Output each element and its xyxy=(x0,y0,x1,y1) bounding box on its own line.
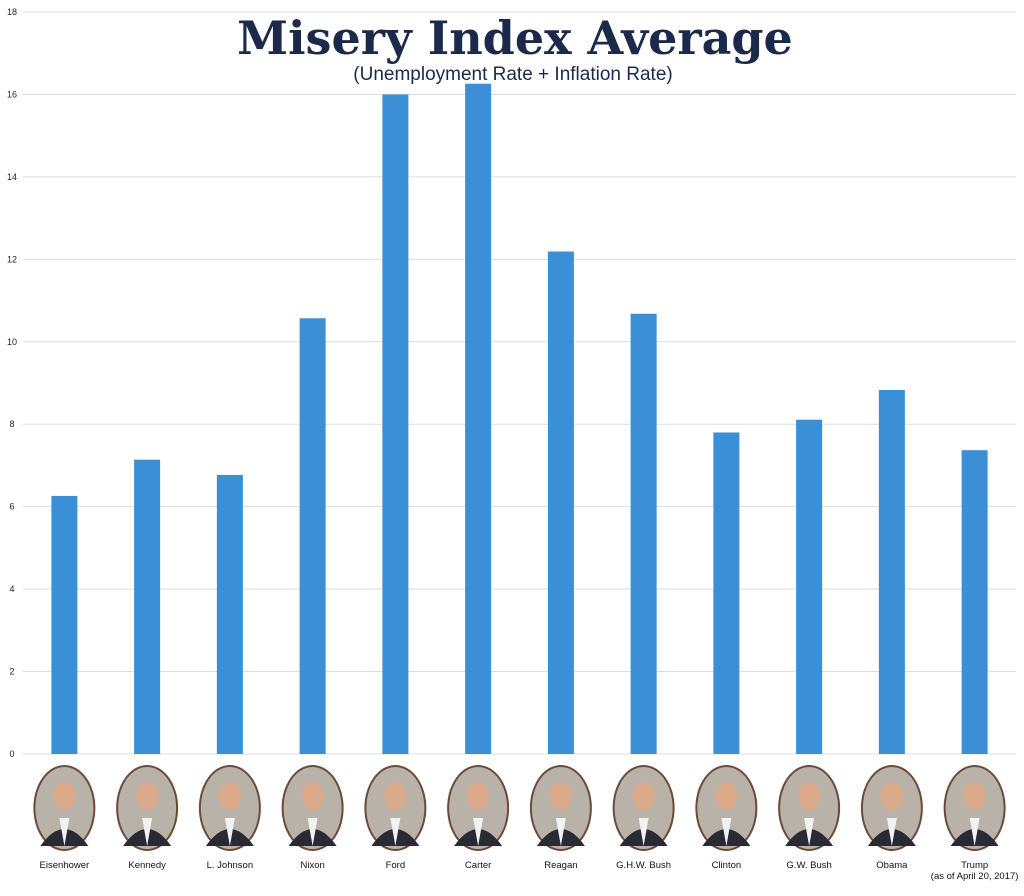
y-tick-label: 12 xyxy=(7,254,17,264)
portrait-icon xyxy=(281,765,344,851)
y-tick-label: 14 xyxy=(7,172,17,182)
x-tick-label: G.H.W. Bush xyxy=(616,860,671,871)
chart-subtitle: (Unemployment Rate + Inflation Rate) xyxy=(353,64,672,85)
portrait-icon xyxy=(33,765,96,851)
x-tick-label: Obama xyxy=(876,860,908,871)
portrait-icon xyxy=(116,765,179,851)
x-tick-note: (as of April 20, 2017) xyxy=(931,871,1019,882)
y-tick-label: 2 xyxy=(9,667,14,677)
x-tick-label: Reagan xyxy=(544,860,577,871)
bar xyxy=(299,318,326,754)
bar xyxy=(547,251,574,755)
y-tick-label: 10 xyxy=(7,337,17,347)
bar xyxy=(134,459,161,754)
portrait-icon xyxy=(612,765,675,851)
bar xyxy=(878,390,905,754)
bar xyxy=(216,474,243,754)
portrait-icon xyxy=(364,765,427,851)
bar xyxy=(796,419,823,754)
portrait-icon xyxy=(860,765,923,851)
portrait-icon xyxy=(447,765,510,851)
portrait-icon xyxy=(943,765,1006,851)
x-tick-label: Trump xyxy=(961,860,988,871)
bar xyxy=(630,313,657,754)
bar xyxy=(51,495,78,754)
bars xyxy=(51,83,988,755)
portraits xyxy=(33,765,1006,851)
y-axis-ticks: 0 2 4 6 8 10 12 14 16 18 xyxy=(7,7,17,759)
x-tick-label: Kennedy xyxy=(128,860,166,871)
x-tick-label: Eisenhower xyxy=(40,860,90,871)
y-tick-label: 6 xyxy=(9,502,14,512)
y-tick-label: 18 xyxy=(7,7,17,17)
x-tick-label: Carter xyxy=(465,860,491,871)
bar xyxy=(382,94,409,754)
portrait-icon xyxy=(198,765,261,851)
bar xyxy=(713,432,740,754)
chart-title: Misery Index Average xyxy=(237,11,793,65)
x-tick-label: Clinton xyxy=(712,860,742,871)
y-tick-label: 8 xyxy=(9,419,14,429)
bar xyxy=(465,83,492,754)
gridlines xyxy=(23,11,1016,755)
portrait-icon xyxy=(695,765,758,851)
portrait-icon xyxy=(529,765,592,851)
bar xyxy=(961,450,988,754)
x-tick-label: Nixon xyxy=(300,860,324,871)
x-tick-label: Ford xyxy=(386,860,406,871)
x-tick-label: G.W. Bush xyxy=(786,860,831,871)
x-tick-label: L. Johnson xyxy=(207,860,253,871)
category-labels: Eisenhower Kennedy L. Johnson Nixon Ford Cart… xyxy=(40,860,1019,882)
y-tick-label: 4 xyxy=(9,584,14,594)
y-tick-label: 0 xyxy=(9,749,14,759)
portrait-icon xyxy=(778,765,841,851)
y-tick-label: 16 xyxy=(7,89,17,99)
